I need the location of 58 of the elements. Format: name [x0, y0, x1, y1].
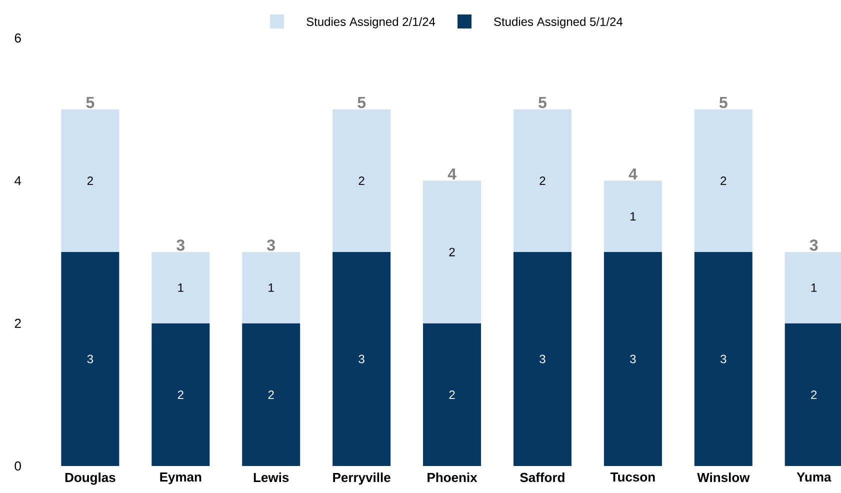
- bar: [423, 323, 482, 466]
- bar: [513, 252, 572, 466]
- bar: [513, 109, 572, 252]
- bar: [604, 252, 662, 466]
- bar: [152, 323, 210, 466]
- x-tick-label: Yuma: [796, 472, 832, 482]
- y-tick-label: 0: [14, 461, 21, 471]
- data-label: 2: [268, 390, 274, 399]
- total-label: 5: [538, 96, 546, 108]
- data-label: 3: [630, 354, 636, 364]
- bar: [332, 109, 391, 252]
- data-label: 3: [540, 354, 546, 364]
- data-label: 2: [540, 176, 546, 185]
- data-label: 3: [358, 354, 364, 364]
- y-tick-label: 6: [14, 33, 21, 43]
- bar: [61, 252, 120, 466]
- y-tick-label: 4: [14, 176, 22, 186]
- x-tick-label: Tucson: [610, 472, 655, 482]
- data-label: 2: [449, 248, 455, 256]
- total-label: 5: [86, 96, 94, 108]
- total-label: 5: [719, 96, 728, 108]
- bar: [694, 109, 752, 252]
- legend-label: Studies Assigned 5/1/24: [494, 17, 623, 28]
- x-tick-label: Douglas: [65, 472, 116, 485]
- bar: [242, 323, 300, 466]
- total-label: 4: [628, 168, 638, 180]
- data-label: 2: [178, 390, 184, 399]
- x-tick-label: Perryville: [333, 472, 390, 485]
- total-label: 3: [810, 239, 818, 251]
- bar: [242, 252, 300, 324]
- data-label: 2: [720, 176, 726, 185]
- bar: [152, 252, 210, 324]
- bar: [61, 109, 120, 252]
- data-label: 1: [178, 284, 184, 292]
- x-tick-label: Winslow: [697, 472, 750, 482]
- x-tick-label: Lewis: [254, 472, 289, 482]
- y-tick-label: 2: [14, 318, 21, 328]
- bar: [332, 252, 391, 466]
- data-label: 1: [268, 284, 274, 292]
- total-label: 3: [176, 239, 185, 251]
- bar: [423, 180, 482, 324]
- total-label: 3: [267, 239, 275, 251]
- data-label: 1: [811, 284, 817, 292]
- x-tick-label: Eyman: [160, 472, 202, 484]
- data-label: 2: [87, 176, 93, 185]
- data-label: 3: [87, 354, 93, 364]
- data-label: 2: [811, 390, 817, 399]
- bar: [604, 180, 662, 252]
- data-label: 2: [358, 176, 364, 185]
- x-tick-label: Phoenix: [428, 472, 478, 482]
- x-tick-label: Safford: [520, 472, 564, 482]
- data-label: 1: [630, 212, 636, 220]
- total-label: 4: [448, 168, 456, 180]
- legend-label: Studies Assigned 2/1/24: [306, 17, 436, 28]
- data-label: 3: [720, 354, 726, 364]
- total-label: 5: [358, 96, 366, 108]
- bar: [694, 252, 752, 466]
- data-label: 2: [449, 390, 455, 399]
